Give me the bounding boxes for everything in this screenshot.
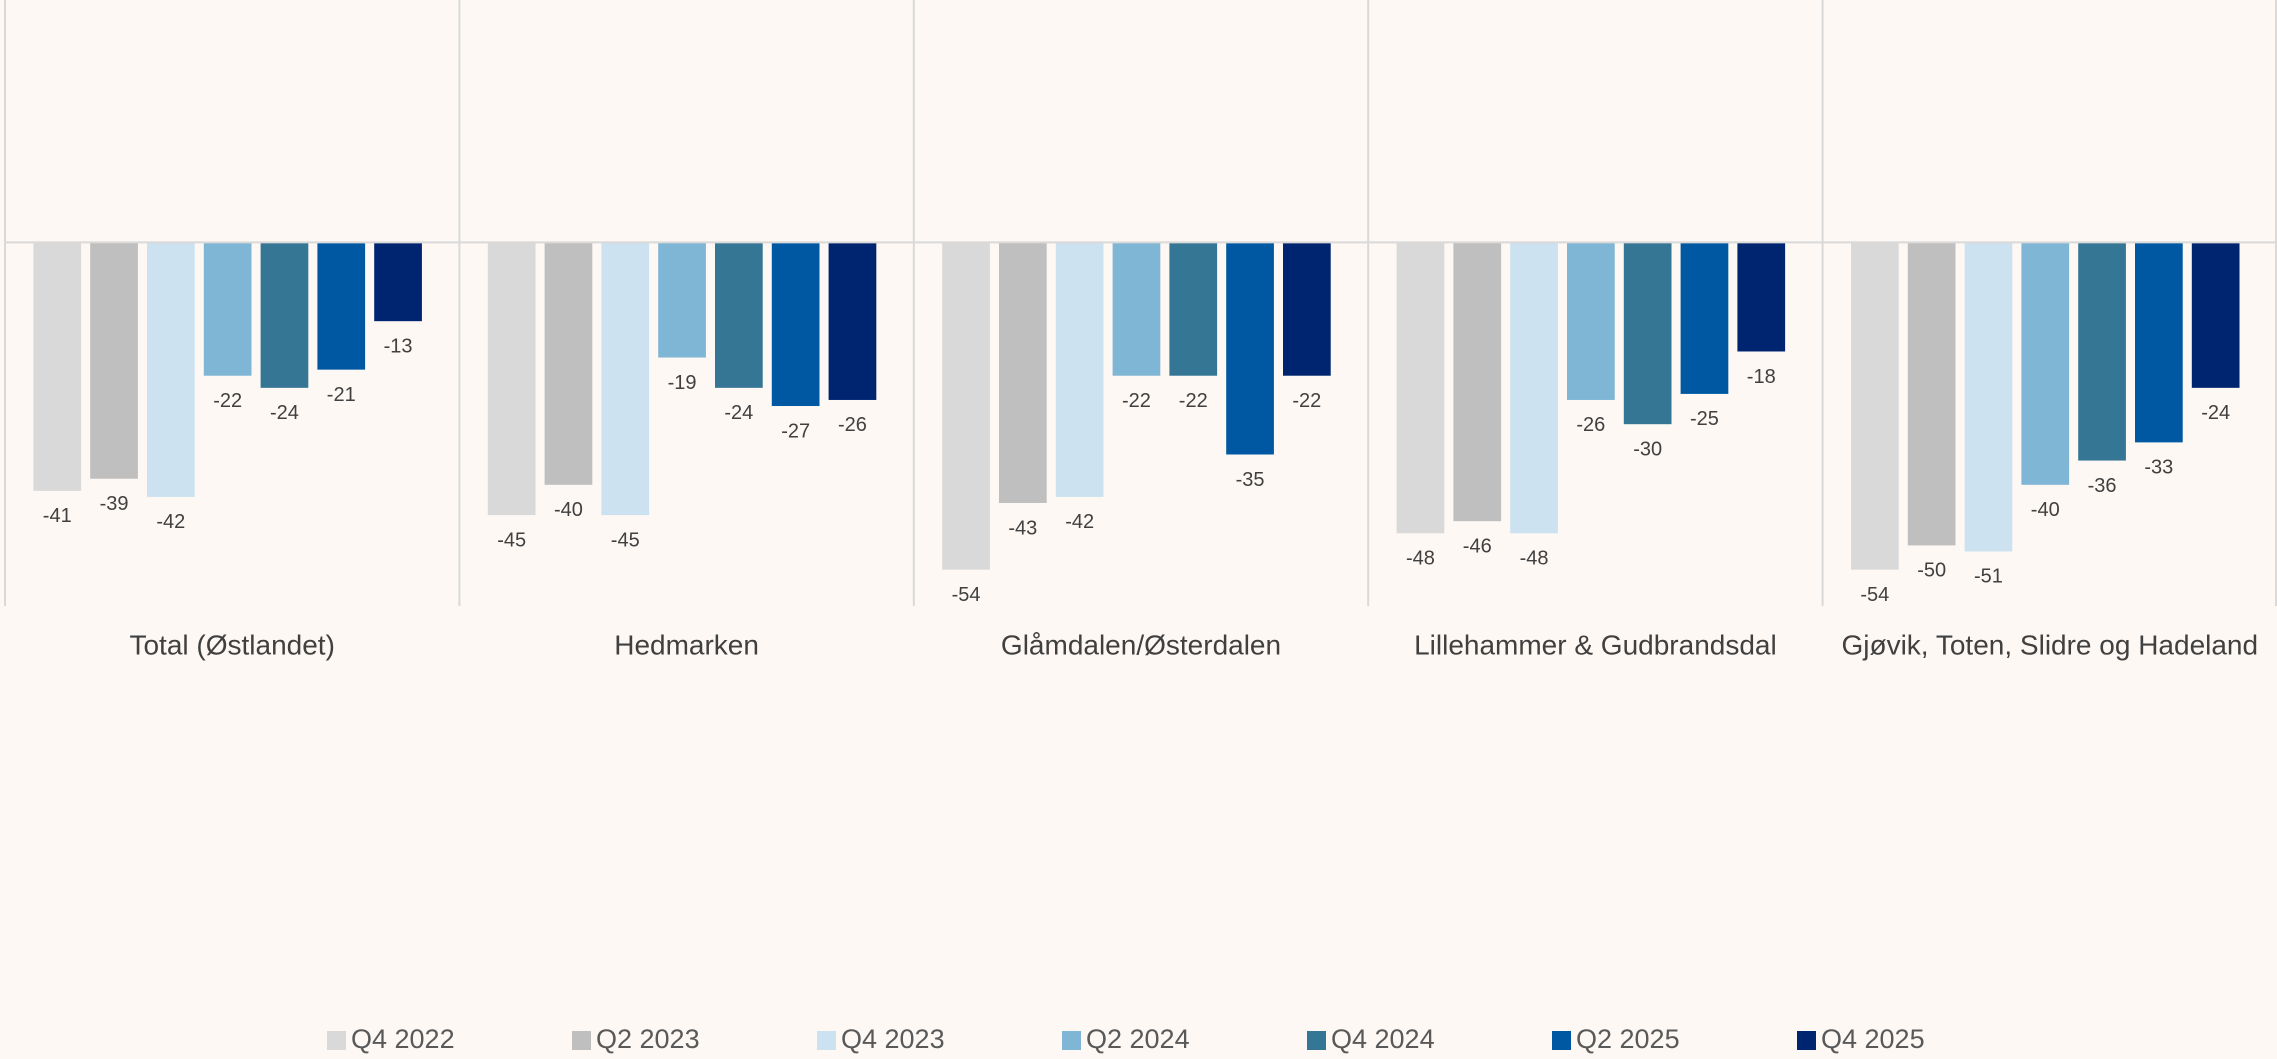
legend-label: Q4 2023 [841, 1024, 945, 1054]
data-label: -40 [554, 499, 583, 521]
legend-swatch [1797, 1031, 1816, 1050]
legend-label: Q2 2023 [596, 1024, 700, 1054]
data-label: -22 [213, 390, 242, 412]
bar [1112, 242, 1161, 376]
x-tick-label: Gjøvik, Toten, Slidre og Hadeland [1841, 629, 2258, 660]
x-tick-label: Lillehammer & Gudbrandsdal [1414, 629, 1777, 660]
bar [942, 242, 990, 570]
bar [771, 242, 820, 407]
bar [1169, 242, 1218, 376]
bar [1737, 242, 1786, 352]
data-label: -18 [1747, 366, 1776, 388]
data-label: -21 [327, 384, 356, 406]
data-label: -54 [1860, 584, 1889, 606]
data-label: -43 [1008, 517, 1037, 539]
bar [33, 242, 82, 491]
legend-label: Q2 2024 [1086, 1024, 1190, 1054]
data-label: -24 [724, 402, 753, 424]
bar [487, 242, 536, 516]
data-label: -24 [270, 402, 299, 424]
data-label: -19 [668, 372, 697, 394]
legend-swatch [327, 1031, 346, 1050]
data-label: -22 [1292, 390, 1321, 412]
bar [260, 242, 309, 388]
data-label: -42 [156, 511, 185, 533]
data-label: -26 [1576, 414, 1605, 436]
data-label: -42 [1065, 511, 1094, 533]
bar [2078, 242, 2126, 461]
legend-swatch [1062, 1031, 1081, 1050]
x-tick-label: Hedmarken [614, 629, 759, 660]
bar [828, 242, 877, 400]
data-label: -51 [1974, 566, 2003, 588]
bar [374, 242, 422, 322]
bar [1510, 242, 1558, 534]
bar [1396, 242, 1445, 534]
bar [2135, 242, 2183, 443]
data-label: -13 [384, 335, 413, 357]
legend-label: Q4 2022 [351, 1024, 455, 1054]
legend-label: Q4 2025 [1821, 1024, 1925, 1054]
x-tick-label: Glåmdalen/Østerdalen [1001, 629, 1281, 660]
data-label: -22 [1122, 390, 1151, 412]
bar [203, 242, 252, 376]
bar [1226, 242, 1274, 455]
data-label: -54 [952, 584, 981, 606]
bar [544, 242, 593, 485]
legend-swatch [817, 1031, 836, 1050]
legend-label: Q2 2025 [1576, 1024, 1680, 1054]
data-label: -48 [1406, 548, 1435, 570]
legend-swatch [1552, 1031, 1571, 1050]
data-label: -36 [2088, 475, 2117, 497]
legend-swatch [572, 1031, 591, 1050]
data-label: -45 [497, 529, 526, 551]
data-label: -30 [1633, 438, 1662, 460]
data-label: -35 [1236, 469, 1265, 491]
x-tick-label: Total (Østlandet) [129, 629, 334, 660]
data-label: -45 [611, 529, 640, 551]
bar [1964, 242, 2013, 552]
data-label: -50 [1917, 560, 1946, 582]
bar [999, 242, 1047, 503]
bar [601, 242, 650, 516]
bar [1453, 242, 1502, 522]
data-label: -27 [781, 420, 810, 442]
bar [90, 242, 138, 479]
bar [2021, 242, 2070, 485]
bar [715, 242, 763, 388]
bar [658, 242, 706, 358]
bar [2191, 242, 2240, 388]
bar [1055, 242, 1104, 497]
bar [1623, 242, 1672, 425]
bar [317, 242, 366, 370]
bar [1907, 242, 1956, 546]
data-label: -41 [43, 505, 72, 527]
data-label: -24 [2201, 402, 2230, 424]
bar [147, 242, 195, 497]
data-label: -46 [1463, 535, 1492, 557]
data-label: -40 [2031, 499, 2060, 521]
data-label: -26 [838, 414, 867, 436]
legend-label: Q4 2024 [1331, 1024, 1435, 1054]
data-label: -39 [100, 493, 129, 515]
bar [1283, 242, 1331, 376]
bar [1851, 242, 1899, 570]
legend-swatch [1307, 1031, 1326, 1050]
data-label: -33 [2144, 457, 2173, 479]
data-label: -48 [1520, 548, 1549, 570]
bar [1567, 242, 1615, 400]
data-label: -25 [1690, 408, 1719, 430]
data-label: -22 [1179, 390, 1208, 412]
bar [1680, 242, 1729, 394]
